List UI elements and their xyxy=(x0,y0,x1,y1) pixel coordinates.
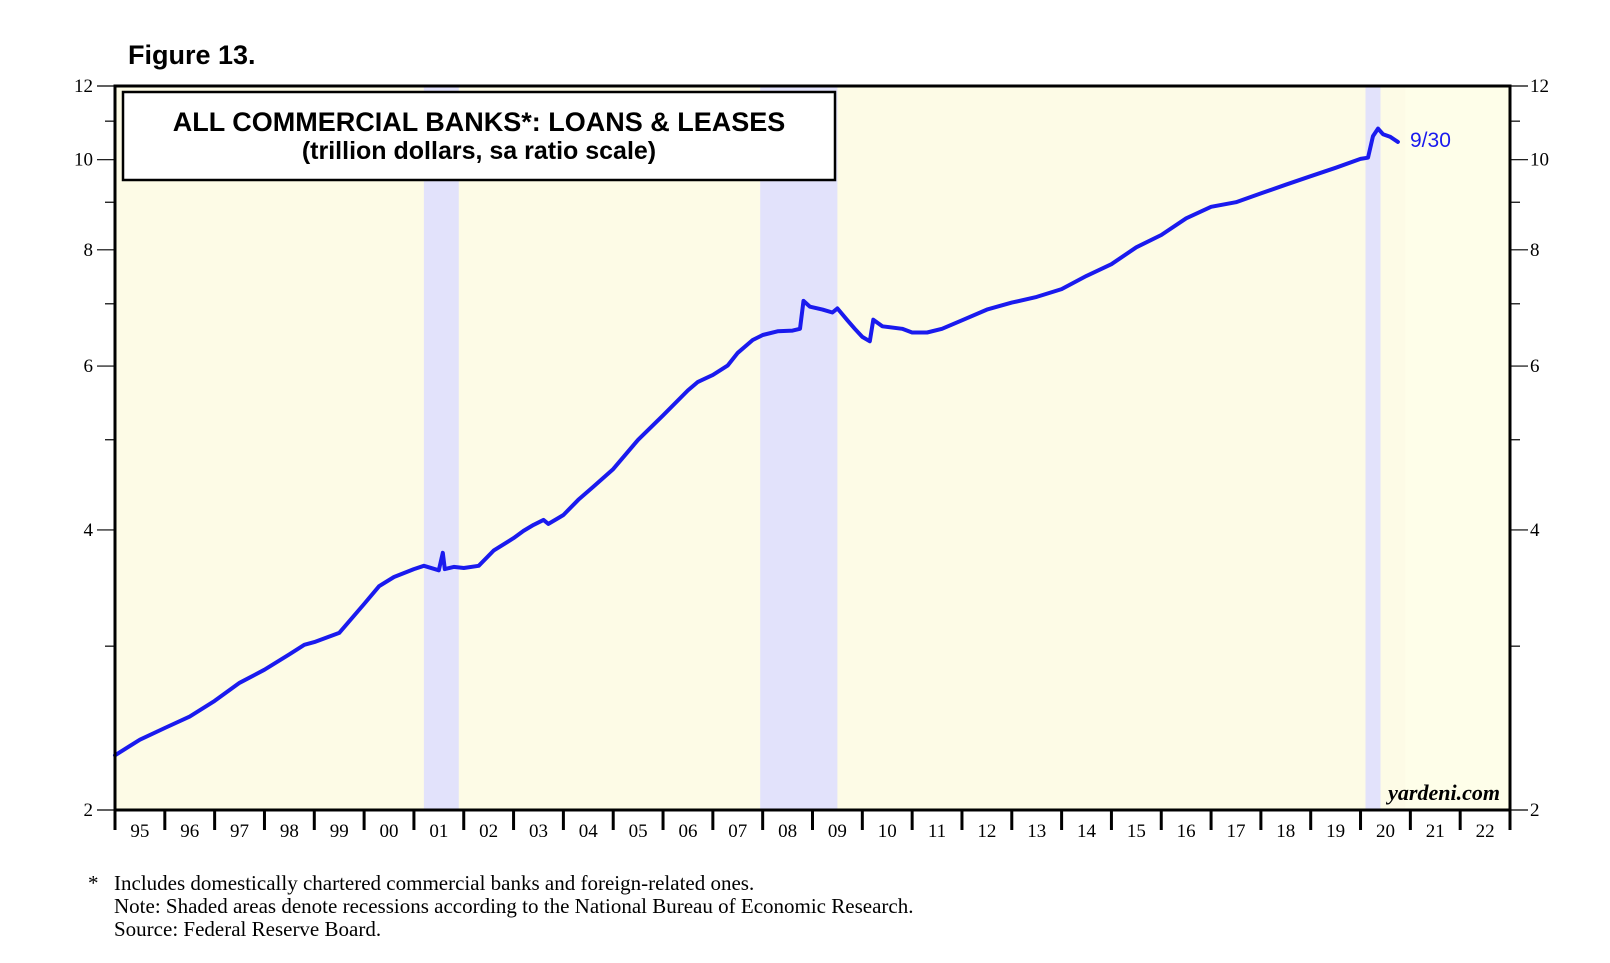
source-watermark: yardeni.com xyxy=(1385,780,1500,805)
x-tick-label: 12 xyxy=(977,821,996,842)
y-tick-label-right: 8 xyxy=(1530,240,1540,261)
recession-band xyxy=(423,86,459,810)
chart-title: ALL COMMERCIAL BANKS*: LOANS & LEASES xyxy=(173,107,786,137)
y-tick-label-left: 4 xyxy=(84,520,94,541)
x-tick-label: 97 xyxy=(230,821,249,842)
y-tick-label-right: 12 xyxy=(1530,76,1549,97)
chart-subtitle: (trillion dollars, sa ratio scale) xyxy=(302,137,656,165)
y-tick-label-right: 4 xyxy=(1530,520,1540,541)
recession-band xyxy=(760,86,838,810)
footnote-line-3: Source: Federal Reserve Board. xyxy=(114,917,382,941)
y-tick-label-right: 2 xyxy=(1530,800,1540,821)
x-tick-label: 21 xyxy=(1426,821,1445,842)
x-tick-label: 02 xyxy=(479,821,498,842)
y-tick-label-left: 8 xyxy=(84,240,94,261)
x-tick-label: 22 xyxy=(1476,821,1495,842)
x-tick-label: 01 xyxy=(429,821,448,842)
y-tick-label-left: 12 xyxy=(74,76,93,97)
x-tick-label: 13 xyxy=(1027,821,1046,842)
chart-title-box xyxy=(121,90,837,182)
x-tick-label: 20 xyxy=(1376,821,1395,842)
x-tick-label: 11 xyxy=(928,821,946,842)
x-tick-label: 18 xyxy=(1276,821,1295,842)
y-tick-label-right: 10 xyxy=(1530,150,1549,171)
figure-label: Figure 13. xyxy=(128,40,256,70)
x-tick-label: 03 xyxy=(529,821,548,842)
x-tick-label: 15 xyxy=(1127,821,1146,842)
y-tick-label-left: 6 xyxy=(84,356,94,377)
x-tick-label: 95 xyxy=(130,821,149,842)
x-tick-label: 10 xyxy=(878,821,897,842)
y-tick-label-right: 6 xyxy=(1530,356,1540,377)
footnote-line-1: Includes domestically chartered commerci… xyxy=(114,871,755,895)
x-tick-label: 14 xyxy=(1077,821,1097,842)
x-tick-label: 07 xyxy=(728,821,747,842)
recession-band xyxy=(1365,86,1381,810)
footnote-marker: * xyxy=(88,871,99,895)
y-tick-label-left: 2 xyxy=(84,800,94,821)
x-tick-label: 05 xyxy=(629,821,648,842)
x-tick-label: 96 xyxy=(180,821,199,842)
x-tick-label: 17 xyxy=(1226,821,1245,842)
x-tick-label: 98 xyxy=(280,821,299,842)
y-tick-label-left: 10 xyxy=(74,150,93,171)
x-tick-label: 19 xyxy=(1326,821,1345,842)
x-tick-label: 08 xyxy=(778,821,797,842)
x-tick-label: 00 xyxy=(380,821,399,842)
footnote-line-2: Note: Shaded areas denote recessions acc… xyxy=(114,894,914,918)
x-tick-label: 99 xyxy=(330,821,349,842)
x-tick-label: 16 xyxy=(1177,821,1196,842)
footnotes: * Includes domestically chartered commerc… xyxy=(88,872,913,941)
x-tick-label: 09 xyxy=(828,821,847,842)
last-date-annotation: 9/30 xyxy=(1410,129,1451,152)
forecast-area xyxy=(1405,86,1510,810)
series-line xyxy=(113,126,1400,758)
x-tick-label: 06 xyxy=(678,821,697,842)
x-tick-label: 04 xyxy=(579,821,599,842)
